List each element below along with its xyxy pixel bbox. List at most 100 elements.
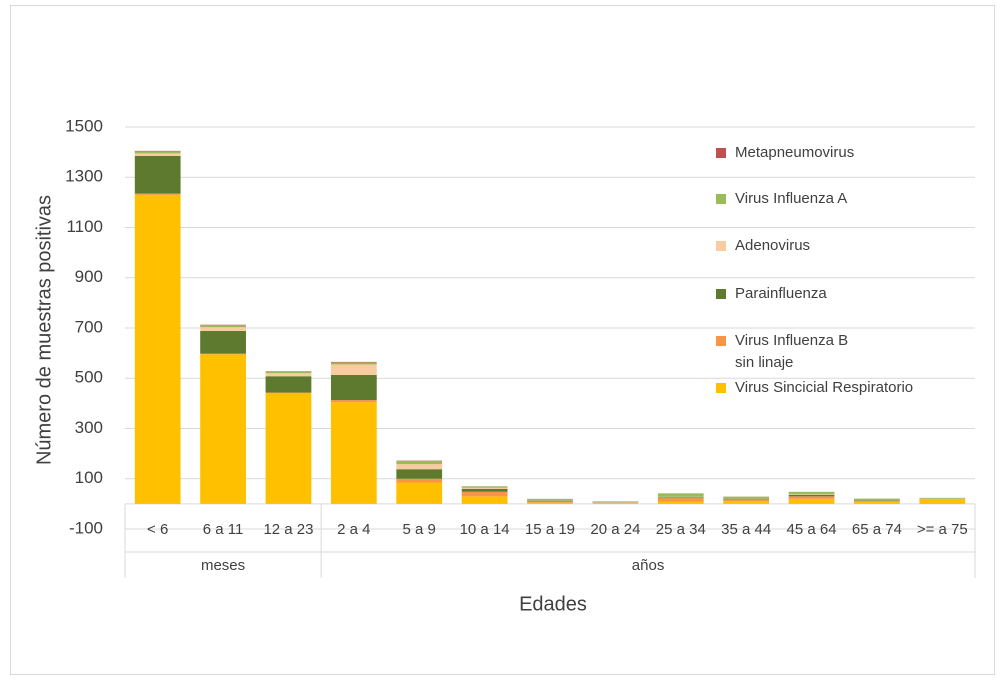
x-tick-label: 45 a 64 bbox=[787, 521, 837, 538]
legend-label: Adenovirus bbox=[735, 237, 811, 254]
bar-segment bbox=[330, 374, 377, 401]
legend-label: Metapneumovirus bbox=[735, 144, 855, 161]
bar-segment bbox=[134, 155, 181, 194]
bar-segment bbox=[200, 354, 246, 504]
bar-segment bbox=[396, 469, 443, 479]
legend-entry: Virus Influenza B sin linaje bbox=[716, 330, 848, 374]
bar-segment bbox=[854, 498, 900, 501]
legend-label: Virus Influenza B sin linaje bbox=[735, 332, 849, 371]
y-tick-label: 1500 bbox=[65, 116, 103, 135]
x-tick-label: 6 a 11 bbox=[203, 521, 244, 538]
bar-segment bbox=[461, 496, 508, 504]
y-tick-label: 1100 bbox=[66, 217, 103, 236]
x-axis-title: Edades bbox=[519, 593, 587, 615]
x-tick-label: 20 a 24 bbox=[590, 521, 640, 538]
y-tick-label: 900 bbox=[75, 267, 103, 286]
bar-segment bbox=[200, 325, 246, 328]
legend-entry: Parainfluenza bbox=[716, 283, 827, 305]
x-tick-label: 5 a 9 bbox=[403, 521, 436, 538]
bar-segment bbox=[134, 194, 181, 504]
legend-label: Virus Sincicial Respiratorio bbox=[735, 379, 914, 396]
bar-segment bbox=[788, 494, 835, 495]
x-tick-label: >= a 75 bbox=[917, 521, 968, 538]
bar-segment bbox=[527, 502, 573, 504]
bar-segment bbox=[265, 373, 312, 377]
bar-segment bbox=[265, 392, 312, 394]
legend-swatch bbox=[716, 383, 726, 393]
y-tick-label: 100 bbox=[75, 468, 103, 487]
bar-segment bbox=[134, 150, 181, 152]
bar-segment bbox=[592, 502, 639, 504]
bar-segment bbox=[919, 499, 966, 504]
bar-segment bbox=[134, 193, 181, 195]
y-tick-label: 1300 bbox=[65, 167, 103, 186]
x-tick-label: 10 a 14 bbox=[460, 521, 510, 538]
x-tick-label: 35 a 44 bbox=[721, 521, 771, 538]
bar-segment bbox=[330, 402, 377, 504]
bar-segment bbox=[265, 376, 312, 393]
bar-segment bbox=[592, 501, 639, 503]
bar-segment bbox=[330, 400, 377, 403]
y-axis-title: Número de muestras positivas bbox=[33, 195, 55, 465]
bar-segment bbox=[854, 500, 900, 502]
legend-swatch bbox=[716, 194, 726, 204]
y-tick-label: 700 bbox=[75, 317, 103, 336]
bar-segment bbox=[330, 361, 377, 363]
bar-segment bbox=[461, 488, 508, 492]
bar-segment bbox=[919, 498, 966, 500]
y-tick-label: -100 bbox=[69, 518, 103, 537]
bar-segment bbox=[723, 501, 770, 504]
bar-segment bbox=[723, 498, 770, 500]
bar-segment bbox=[200, 331, 246, 354]
bar-segment bbox=[527, 498, 573, 501]
bar-segment bbox=[788, 496, 835, 499]
bar-segment bbox=[396, 482, 443, 504]
bar-segment bbox=[330, 364, 377, 375]
legend-label: Virus Influenza A bbox=[735, 190, 848, 207]
legend-entry: Virus Influenza A bbox=[716, 188, 847, 210]
legend-swatch bbox=[716, 148, 726, 158]
x-tick-label: 25 a 34 bbox=[656, 521, 706, 538]
x-tick-label: 12 a 23 bbox=[263, 521, 313, 538]
bar-segment bbox=[396, 478, 443, 483]
y-tick-label: 300 bbox=[75, 418, 103, 437]
bar-segment bbox=[657, 498, 704, 502]
legend-entry: Adenovirus bbox=[716, 235, 810, 257]
bar-segment bbox=[657, 496, 704, 498]
bar-segment bbox=[396, 461, 443, 465]
bar-segment bbox=[788, 494, 835, 497]
bar-segment bbox=[330, 362, 377, 365]
bar-segment bbox=[723, 499, 770, 502]
bar-segment bbox=[200, 324, 246, 326]
bar-segment bbox=[200, 327, 246, 332]
bar-segment bbox=[396, 460, 443, 462]
bar-segment bbox=[657, 493, 704, 497]
legend-swatch bbox=[716, 336, 726, 346]
bar-segment bbox=[919, 497, 966, 499]
legend-label: Parainfluenza bbox=[735, 285, 827, 302]
bar-segment bbox=[134, 151, 181, 154]
bar-segment bbox=[788, 491, 835, 495]
y-tick-label: 500 bbox=[75, 368, 103, 387]
bar-segment bbox=[396, 464, 443, 470]
bar-segment bbox=[265, 393, 312, 504]
group-label: años bbox=[632, 557, 665, 574]
x-tick-label: 2 a 4 bbox=[337, 521, 370, 538]
bar-segment bbox=[854, 501, 900, 504]
bar-segment bbox=[134, 153, 181, 156]
x-tick-label: 65 a 74 bbox=[852, 521, 902, 538]
legend-entry: Metapneumovirus bbox=[716, 142, 854, 164]
bar-segment bbox=[723, 496, 770, 499]
bar-segment bbox=[527, 500, 573, 502]
bar-segment bbox=[527, 501, 573, 503]
group-label: meses bbox=[201, 557, 245, 574]
bar-segment bbox=[461, 491, 508, 497]
x-tick-label: < 6 bbox=[147, 521, 168, 538]
bar-segment bbox=[854, 501, 900, 502]
bar-segment bbox=[461, 486, 508, 488]
bar-segment bbox=[657, 497, 704, 499]
bar-segment bbox=[592, 503, 639, 504]
legend-swatch bbox=[716, 289, 726, 299]
